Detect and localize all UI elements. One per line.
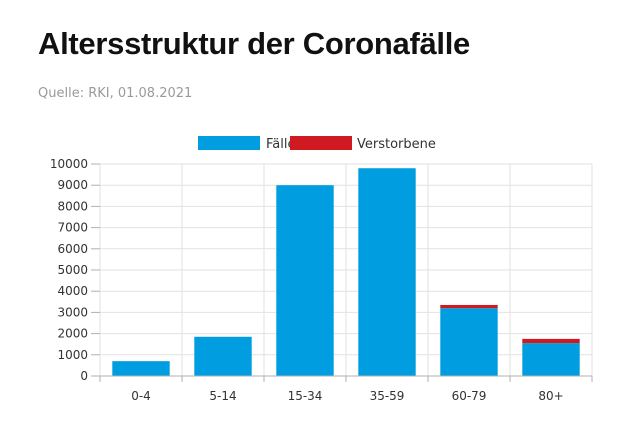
x-tick-label: 80+ <box>538 389 563 403</box>
gridlines <box>99 163 593 376</box>
bar-deaths-80+ <box>522 338 580 344</box>
bar-cases-5-14 <box>194 336 252 376</box>
bar-cases-35-59 <box>358 168 416 376</box>
y-tick-label: 1000 <box>57 348 88 362</box>
y-tick-label: 8000 <box>57 199 88 213</box>
x-tick-label: 35-59 <box>370 389 405 403</box>
y-tick-label: 10000 <box>50 157 88 171</box>
y-tick-label: 2000 <box>57 327 88 341</box>
bar-cases-80+ <box>522 343 580 376</box>
y-tick-label: 6000 <box>57 242 88 256</box>
x-axis-tick-labels: 0-4 5-14 15-34 35-59 60-79 80+ <box>99 376 593 403</box>
y-tick-label: 0 <box>80 369 88 383</box>
y-tick-label: 3000 <box>57 305 88 319</box>
bar-chart: Fälle Verstorbene 0 1000 2000 3000 4000 5000 6… <box>50 136 593 403</box>
x-tick-label: 0-4 <box>131 389 151 403</box>
y-tick-label: 5000 <box>57 263 88 277</box>
legend-label-cases: Fälle <box>266 137 295 152</box>
bar-deaths-60-79 <box>440 304 498 309</box>
y-tick-label: 9000 <box>57 178 88 192</box>
legend-swatch-cases <box>198 136 260 150</box>
bars <box>112 168 580 376</box>
legend[interactable]: Fälle Verstorbene <box>198 136 436 152</box>
source-note: Quelle: RKI, 01.08.2021 <box>38 86 193 101</box>
x-tick-label: 15-34 <box>288 389 323 403</box>
y-tick-label: 7000 <box>57 221 88 235</box>
x-tick-label: 60-79 <box>452 389 487 403</box>
legend-swatch-deaths <box>290 136 352 150</box>
bar-cases-60-79 <box>440 308 498 376</box>
y-tick-label: 4000 <box>57 284 88 298</box>
chart-title: Altersstruktur der Coronafälle <box>38 26 470 61</box>
bar-cases-0-4 <box>112 361 170 376</box>
y-axis-tick-labels: 0 1000 2000 3000 4000 5000 6000 7000 8000 9000 100… <box>50 157 100 383</box>
bar-cases-15-34 <box>276 185 334 376</box>
legend-label-deaths: Verstorbene <box>357 137 436 152</box>
x-tick-label: 5-14 <box>209 389 236 403</box>
